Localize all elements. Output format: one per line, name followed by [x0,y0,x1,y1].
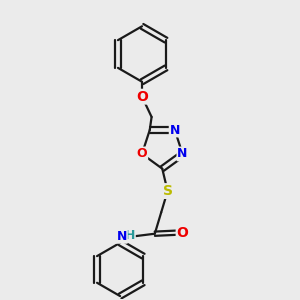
Text: N: N [169,124,180,136]
Text: O: O [177,226,188,240]
Text: N: N [117,230,127,243]
Text: H: H [124,229,135,242]
Text: O: O [137,147,147,161]
Text: S: S [163,184,172,198]
Text: N: N [177,147,188,161]
Text: O: O [136,90,148,104]
